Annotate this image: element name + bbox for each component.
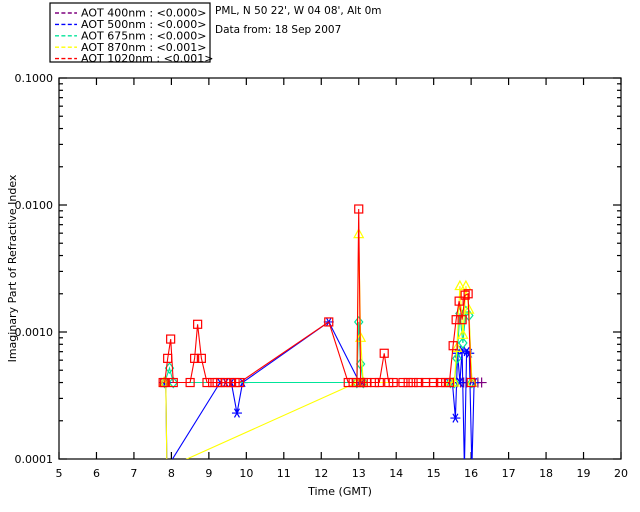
data-marker-square <box>166 334 176 344</box>
xtick-label-20: 20 <box>614 467 628 480</box>
xtick-label-5: 5 <box>56 467 63 480</box>
data-marker-square <box>444 377 455 388</box>
xtick-label-7: 7 <box>130 467 137 480</box>
data-marker-square <box>457 315 467 325</box>
series-line <box>163 234 473 459</box>
legend-label-500nm: AOT 500nm : <0.000> <box>81 18 207 31</box>
series-line <box>163 321 475 459</box>
data-marker-diamond <box>168 376 179 389</box>
data-marker-square <box>398 377 408 388</box>
series-aot-675nm <box>159 305 477 389</box>
data-marker-square <box>408 377 418 388</box>
data-marker-square <box>196 353 206 363</box>
data-marker-square <box>379 348 389 358</box>
xtick-label-17: 17 <box>502 467 516 480</box>
data-marker-asterisk <box>450 413 461 423</box>
data-marker-square <box>463 289 473 299</box>
series-aot-500nm <box>158 317 480 459</box>
series-line <box>163 208 472 384</box>
data-marker-square <box>168 377 178 388</box>
data-marker-square <box>414 377 424 388</box>
data-marker-triangle <box>448 376 460 387</box>
xtick-label-8: 8 <box>168 467 175 480</box>
data-marker-diamond <box>449 376 460 389</box>
data-marker-square <box>435 377 446 388</box>
data-marker-diamond <box>353 315 364 328</box>
data-marker-square <box>448 341 458 351</box>
ytick-label-0.1: 0.1000 <box>15 72 54 85</box>
data-marker-square <box>190 353 200 363</box>
data-marker-square <box>202 377 212 388</box>
data-marker-square <box>466 377 476 388</box>
data-marker-square <box>160 377 170 388</box>
data-marker-triangle <box>451 341 463 352</box>
series-aot-870nm <box>158 227 478 459</box>
data-marker-triangle <box>454 279 466 291</box>
data-marker-square <box>163 353 173 363</box>
data-marker-square <box>234 377 245 388</box>
ytick-label-0.0001: 0.0001 <box>15 453 54 466</box>
data-marker-asterisk <box>231 408 242 418</box>
legend-label-1020nm: AOT 1020nm : <0.001> <box>81 52 214 65</box>
data-marker-square <box>451 315 461 325</box>
xtick-label-16: 16 <box>464 467 478 480</box>
data-marker-square <box>460 290 470 300</box>
x-axis-title: Time (GMT) <box>307 485 372 498</box>
data-marker-square <box>388 377 398 388</box>
data-marker-square <box>221 377 231 388</box>
xtick-label-19: 19 <box>577 467 591 480</box>
legend-label-675nm: AOT 675nm : <0.000> <box>81 29 207 42</box>
xtick-label-13: 13 <box>352 467 366 480</box>
xtick-label-12: 12 <box>314 467 328 480</box>
data-marker-square <box>185 377 195 388</box>
data-marker-square <box>374 377 384 388</box>
data-marker-square <box>343 377 353 388</box>
xtick-label-14: 14 <box>389 467 403 480</box>
ytick-label-0.001: 0.0010 <box>15 326 54 339</box>
data-marker-diamond <box>458 336 468 349</box>
xtick-label-15: 15 <box>427 467 441 480</box>
data-marker-diamond <box>452 352 462 365</box>
series-aot-1020nm <box>158 204 476 388</box>
data-marker-square <box>429 377 439 388</box>
data-marker-square <box>193 319 203 329</box>
data-marker-square <box>324 317 334 327</box>
series-line <box>164 310 473 384</box>
data-marker-square <box>454 296 464 306</box>
data-marker-square <box>354 204 364 214</box>
data-marker-square <box>403 377 413 388</box>
ytick-label-0.01: 0.0100 <box>15 199 54 212</box>
data-marker-square <box>369 377 380 388</box>
xtick-label-10: 10 <box>239 467 253 480</box>
legend-label-400nm: AOT 400nm : <0.000> <box>81 7 207 20</box>
xtick-label-11: 11 <box>277 467 291 480</box>
xtick-label-9: 9 <box>205 467 212 480</box>
xtick-label-18: 18 <box>539 467 553 480</box>
data-marker-triangle <box>457 328 469 339</box>
chart-title-date: Data from: 18 Sep 2007 <box>215 24 341 36</box>
plot-frame <box>58 77 622 460</box>
y-axis-title: Imaginary Part of Refractive Index <box>6 174 19 362</box>
xtick-label-6: 6 <box>93 467 100 480</box>
chart-title-location: PML, N 50 22', W 04 08', Alt 0m <box>215 5 382 17</box>
data-marker-square <box>216 377 226 388</box>
legend-label-870nm: AOT 870nm : <0.001> <box>81 41 207 54</box>
